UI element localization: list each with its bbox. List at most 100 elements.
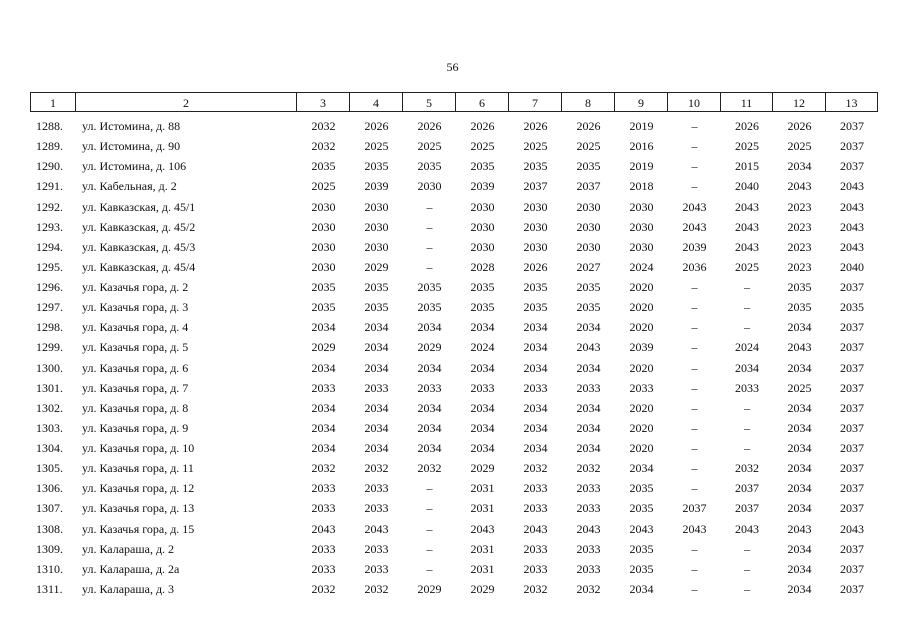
- table-cell: 2026: [576, 119, 601, 133]
- table-cell: 2034: [787, 320, 812, 335]
- address: ул. Казачья гора, д. 8: [82, 400, 189, 415]
- table-cell: 2037: [840, 400, 864, 415]
- row-number: 1289.: [36, 139, 63, 154]
- table-cell: 2043: [311, 521, 336, 536]
- table-cell: 2033: [311, 501, 336, 516]
- table-cell: 2034: [787, 360, 812, 375]
- header-cell: 9: [614, 92, 668, 112]
- table-cell: 2032: [576, 461, 601, 476]
- table-cell: 2033: [364, 380, 389, 395]
- row-number: 1291.: [36, 179, 63, 194]
- table-cell: 2043: [682, 199, 707, 214]
- table-cell: 2037: [523, 179, 548, 194]
- table-cell: 2025: [470, 139, 495, 154]
- table-cell: –: [691, 300, 698, 315]
- row-number: 1296.: [36, 280, 63, 295]
- table-cell: 2035: [470, 159, 495, 174]
- table-cell: 2030: [311, 239, 336, 254]
- table-cell: 2033: [311, 481, 336, 496]
- table-cell: 2034: [787, 461, 812, 476]
- table-cell: 2037: [840, 541, 864, 556]
- table-cell: 2033: [364, 541, 389, 556]
- table-cell: 2035: [470, 280, 495, 295]
- table-cell: 2026: [787, 119, 812, 133]
- table-cell: 2030: [311, 219, 336, 234]
- table-cell: 2030: [576, 219, 601, 234]
- table-cell: 2043: [840, 239, 864, 254]
- table-cell: –: [426, 541, 433, 556]
- table-cell: 2026: [523, 259, 548, 274]
- table-cell: 2030: [470, 239, 495, 254]
- table-cell: 2034: [470, 360, 495, 375]
- table-cell: 2020: [629, 300, 654, 315]
- table-cell: 2035: [629, 481, 654, 496]
- table-cell: 2030: [311, 199, 336, 214]
- table-cell: 2020: [629, 441, 654, 456]
- table-cell: 2035: [364, 159, 389, 174]
- address: ул. Истомина, д. 90: [82, 139, 181, 154]
- table-cell: –: [691, 420, 698, 435]
- table-cell: 2034: [629, 581, 654, 596]
- table-cell: 2030: [523, 239, 548, 254]
- table-cell: 2020: [629, 280, 654, 295]
- table-cell: –: [744, 561, 750, 576]
- table-cell: 2034: [470, 400, 495, 415]
- table-cell: 2037: [840, 340, 864, 355]
- table-cell: 2020: [629, 400, 654, 415]
- table-cell: 2024: [470, 340, 495, 355]
- table-cell: –: [426, 521, 433, 536]
- row-number: 1304.: [36, 441, 63, 456]
- table-cell: –: [426, 501, 433, 516]
- table-cell: 2031: [470, 501, 495, 516]
- table-cell: 2039: [470, 179, 495, 194]
- table-cell: 2028: [470, 259, 495, 274]
- table-cell: 2020: [629, 420, 654, 435]
- table-cell: 2034: [523, 400, 548, 415]
- header-cell: 2: [75, 92, 297, 112]
- table-cell: 2043: [576, 521, 601, 536]
- table-cell: 2032: [311, 581, 336, 596]
- table-cell: 2023: [787, 259, 812, 274]
- table-cell: 2034: [576, 400, 601, 415]
- table-cell: –: [691, 380, 698, 395]
- address: ул. Казачья гора, д. 6: [82, 360, 189, 375]
- table-cell: 2033: [576, 561, 601, 576]
- table-cell: 2030: [364, 219, 389, 234]
- address: ул. Казачья гора, д. 11: [82, 461, 194, 476]
- table-cell: 2034: [576, 320, 601, 335]
- table-cell: 2043: [735, 521, 759, 536]
- table-cell: 2026: [417, 119, 442, 133]
- table-cell: 2043: [682, 521, 707, 536]
- table-cell: 2034: [417, 441, 442, 456]
- table-cell: 2043: [840, 199, 864, 214]
- table-cell: 2043: [470, 521, 495, 536]
- table-cell: 2037: [840, 280, 864, 295]
- table-cell: 2035: [311, 280, 336, 295]
- address: ул. Калараша, д. 2: [82, 541, 175, 556]
- address: ул. Казачья гора, д. 12: [82, 481, 195, 496]
- table-cell: 2034: [311, 320, 336, 335]
- table-cell: 2034: [576, 420, 601, 435]
- table-cell: 2032: [311, 139, 336, 154]
- table-cell: 2024: [735, 340, 759, 355]
- table-cell: 2043: [840, 179, 864, 194]
- table-cell: 2033: [576, 380, 601, 395]
- table-cell: 2029: [470, 461, 495, 476]
- table-cell: 2023: [787, 239, 812, 254]
- table-cell: –: [691, 581, 698, 596]
- table-cell: 2026: [735, 119, 759, 133]
- table-cell: 2025: [523, 139, 548, 154]
- table-cell: 2035: [311, 159, 336, 174]
- address: ул. Истомина, д. 88: [82, 119, 181, 133]
- header-cell: 10: [667, 92, 721, 112]
- table-cell: 2030: [576, 199, 601, 214]
- table-cell: 2031: [470, 481, 495, 496]
- row-number: 1290.: [36, 159, 63, 174]
- table-cell: 2032: [523, 461, 548, 476]
- table-cell: 2035: [576, 159, 601, 174]
- table-cell: 2034: [787, 441, 812, 456]
- table-cell: 2030: [364, 239, 389, 254]
- table-cell: 2030: [523, 219, 548, 234]
- table-cell: 2034: [787, 541, 812, 556]
